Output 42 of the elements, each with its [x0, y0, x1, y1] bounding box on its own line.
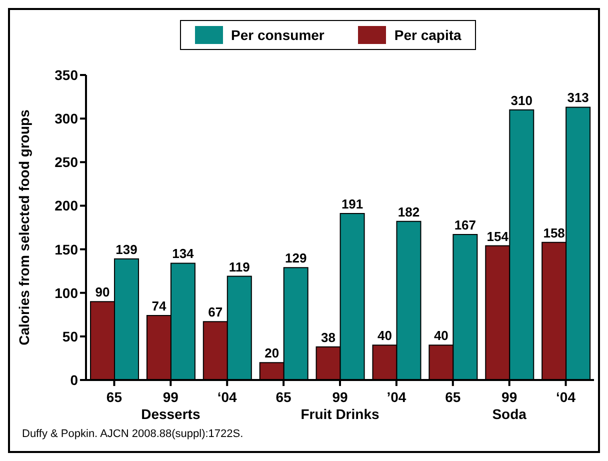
text: Desserts: [141, 406, 200, 422]
x-tick-label: 99: [502, 389, 518, 405]
y-tick-label: 0: [70, 372, 78, 388]
legend-label: Per consumer: [231, 27, 324, 43]
data-label: 154: [486, 228, 510, 244]
text: Duffy & Popkin. AJCN 2008.88(suppl):1722S.: [22, 428, 244, 440]
data-label: 158: [543, 225, 565, 240]
data-label: 129: [284, 250, 307, 266]
data-label: 40: [378, 328, 392, 344]
x-tick-label: ‘04: [556, 389, 576, 405]
x-tick-label: ’04: [386, 389, 406, 405]
data-label: 74: [152, 298, 167, 314]
data-label: 310: [510, 92, 532, 108]
data-label: 134: [172, 246, 195, 262]
x-tick-label: 99: [162, 389, 179, 405]
x-tick-label: ‘04: [217, 389, 238, 405]
data-label: 38: [321, 330, 336, 345]
data-label: 139: [116, 242, 138, 257]
x-tick-label: 99: [332, 389, 348, 405]
x-tick-label: 65: [106, 389, 122, 405]
data-label: 182: [398, 204, 420, 220]
y-tick-label: 300: [54, 110, 78, 127]
y-axis-title: Calories from selected food groups: [16, 109, 32, 346]
data-label: 167: [454, 217, 476, 232]
legend-label: Per capita: [394, 27, 462, 43]
y-tick-label: 200: [54, 198, 78, 214]
y-tick-label: 150: [54, 241, 78, 258]
data-label: 20: [264, 346, 280, 361]
data-label: 313: [567, 90, 589, 106]
data-label: 40: [434, 328, 448, 344]
y-tick-label: 250: [54, 154, 78, 170]
data-label: 191: [341, 196, 364, 212]
y-tick-label: 350: [54, 66, 78, 83]
data-label: 67: [208, 304, 223, 320]
data-label: 90: [95, 284, 110, 300]
y-tick-label: 100: [54, 284, 78, 301]
text: Soda: [492, 406, 527, 422]
x-tick-label: 65: [276, 389, 292, 405]
data-label: 119: [228, 259, 250, 274]
x-tick-label: 65: [445, 389, 461, 405]
y-tick-label: 50: [62, 328, 78, 344]
text: Fruit Drinks: [300, 406, 380, 422]
